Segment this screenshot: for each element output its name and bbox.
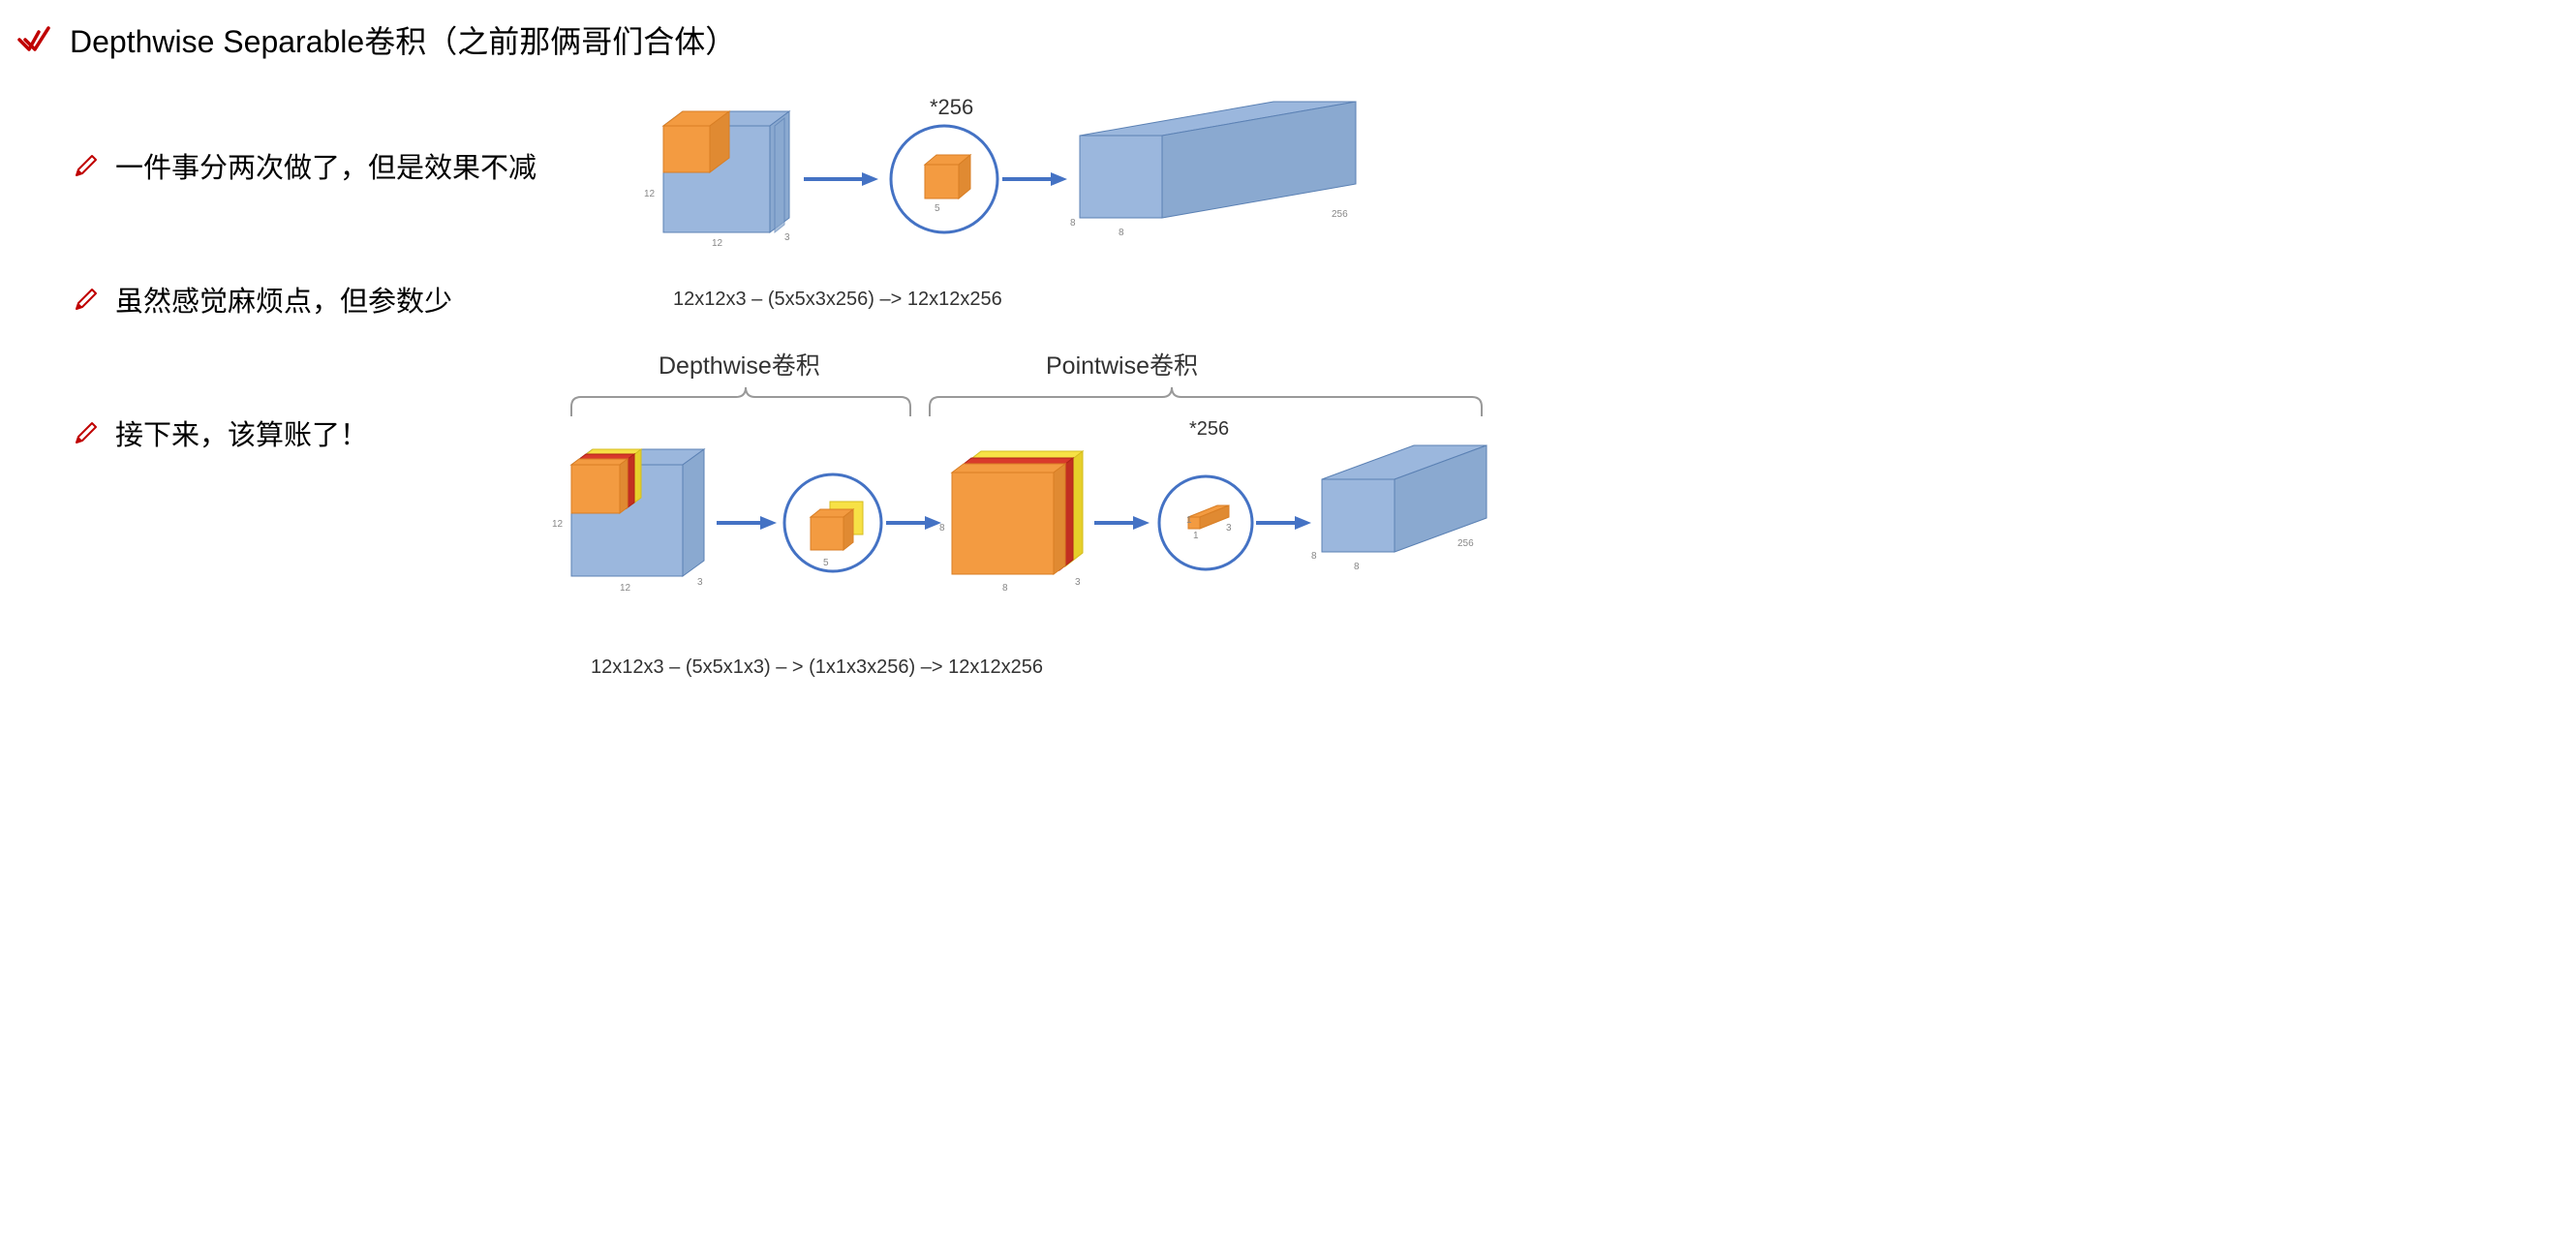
ds-pointwise-circle bbox=[1159, 476, 1252, 569]
d1-dim-8a: 8 bbox=[1070, 218, 1076, 229]
d2-dim-8-mid-bot: 8 bbox=[1002, 583, 1008, 594]
input-cube bbox=[663, 111, 789, 232]
ds-output-block bbox=[1322, 445, 1487, 552]
d2-dim-8-out-left: 8 bbox=[1311, 551, 1317, 562]
arrow-1 bbox=[804, 172, 878, 186]
bullet-1-text: 一件事分两次做了，但是效果不减 bbox=[115, 145, 537, 186]
d1-mult-label: *256 bbox=[930, 95, 973, 120]
diagram-depthwise-separable bbox=[537, 426, 1491, 639]
pencil-icon bbox=[73, 286, 100, 313]
bullet-3: 接下来，该算账了！ bbox=[73, 412, 368, 453]
d1-dim-5: 5 bbox=[935, 203, 940, 214]
d2-dim-3-mid: 3 bbox=[1075, 577, 1081, 588]
d2-pointwise-title: Pointwise卷积 bbox=[1046, 347, 1198, 381]
d1-dim-256: 256 bbox=[1332, 209, 1348, 220]
d2-dim-256: 256 bbox=[1457, 538, 1474, 549]
ds-arrow-3 bbox=[1094, 516, 1150, 530]
bullet-2: 虽然感觉麻烦点，但参数少 bbox=[73, 279, 452, 320]
d1-dim-8b: 8 bbox=[1119, 228, 1124, 238]
d2-dim-12-bot: 12 bbox=[620, 583, 630, 594]
check-icon bbox=[17, 26, 50, 53]
d2-dim-1a: 1 bbox=[1186, 515, 1192, 526]
pencil-icon bbox=[73, 419, 100, 446]
kernel-circle bbox=[891, 126, 997, 232]
ds-depthwise-circle bbox=[784, 474, 881, 571]
ds-arrow-4 bbox=[1256, 516, 1311, 530]
pencil-icon bbox=[73, 152, 100, 179]
page-title: Depthwise Separable卷积（之前那俩哥们合体） bbox=[70, 17, 736, 62]
ds-intermediate-block bbox=[952, 451, 1083, 574]
d1-dim-12-bottom: 12 bbox=[712, 238, 722, 249]
d2-dim-8-out-bot: 8 bbox=[1354, 562, 1360, 572]
d2-brackets bbox=[542, 382, 1491, 426]
d1-caption: 12x12x3 – (5x5x3x256) –> 12x12x256 bbox=[673, 289, 1002, 311]
arrow-2 bbox=[1002, 172, 1067, 186]
diagram-standard-conv bbox=[625, 97, 1361, 290]
d2-dim-3: 3 bbox=[697, 577, 703, 588]
d2-dim-1b: 1 bbox=[1193, 531, 1199, 541]
ds-arrow-2 bbox=[886, 516, 941, 530]
d2-dim-5: 5 bbox=[823, 558, 829, 568]
d1-dim-3: 3 bbox=[784, 232, 790, 243]
output-block bbox=[1080, 102, 1356, 218]
bullet-2-text: 虽然感觉麻烦点，但参数少 bbox=[115, 279, 452, 320]
d1-dim-12-left: 12 bbox=[644, 189, 655, 199]
ds-arrow-1 bbox=[717, 516, 777, 530]
d2-dim-3c: 3 bbox=[1226, 523, 1232, 534]
d2-depthwise-title: Depthwise卷积 bbox=[659, 347, 820, 381]
d2-mult-label: *256 bbox=[1189, 418, 1229, 441]
d2-dim-8-mid-left: 8 bbox=[939, 523, 945, 534]
d2-dim-12-left: 12 bbox=[552, 519, 563, 530]
bullet-3-text: 接下来，该算账了！ bbox=[115, 412, 368, 453]
ds-input-cube bbox=[571, 449, 704, 576]
d2-caption: 12x12x3 – (5x5x1x3) – > (1x1x3x256) –> 1… bbox=[591, 656, 1043, 679]
bullet-1: 一件事分两次做了，但是效果不减 bbox=[73, 145, 537, 186]
title-row: Depthwise Separable卷积（之前那俩哥们合体） bbox=[17, 17, 736, 62]
